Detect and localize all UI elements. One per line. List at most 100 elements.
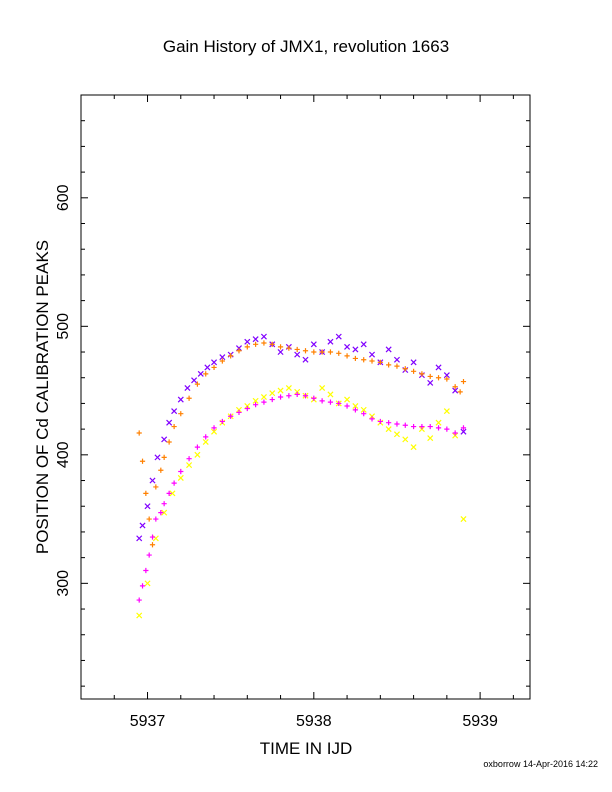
data-point xyxy=(158,510,164,516)
data-point xyxy=(444,376,450,382)
data-point xyxy=(244,338,251,345)
data-point xyxy=(154,454,161,461)
data-point xyxy=(277,344,284,350)
data-point xyxy=(149,477,156,484)
data-point xyxy=(149,534,156,540)
data-point xyxy=(211,425,217,431)
data-point xyxy=(344,353,350,359)
data-point xyxy=(452,384,458,390)
data-point xyxy=(252,336,259,343)
data-point xyxy=(146,552,152,558)
data-point xyxy=(419,371,425,377)
data-point xyxy=(161,501,167,507)
y-tick-label: 600 xyxy=(55,184,72,211)
data-point xyxy=(319,384,326,392)
data-point xyxy=(260,333,267,340)
data-point xyxy=(352,346,359,353)
data-point xyxy=(361,357,367,363)
x-tick-label: 5937 xyxy=(130,713,166,730)
data-point xyxy=(377,418,383,425)
data-point xyxy=(186,462,193,469)
plot-frame xyxy=(80,94,531,700)
data-point xyxy=(146,516,152,522)
data-point xyxy=(261,340,267,346)
data-point xyxy=(186,456,192,462)
data-point xyxy=(169,490,176,497)
data-point xyxy=(184,384,191,392)
data-point xyxy=(177,474,184,481)
data-point xyxy=(143,567,149,574)
data-point xyxy=(369,416,375,422)
data-point xyxy=(153,484,159,490)
data-point xyxy=(294,346,300,353)
data-point xyxy=(171,408,178,415)
data-point xyxy=(402,422,408,428)
data-point xyxy=(252,397,259,404)
data-point xyxy=(402,436,409,443)
data-point xyxy=(443,408,450,415)
data-point xyxy=(228,413,234,419)
data-point xyxy=(393,431,400,438)
data-point xyxy=(186,395,192,401)
data-point xyxy=(197,370,204,377)
data-point xyxy=(203,434,209,440)
data-point xyxy=(244,344,250,350)
data-point xyxy=(336,350,342,356)
data-point xyxy=(377,359,383,365)
data-point xyxy=(236,348,242,354)
data-point xyxy=(452,430,458,436)
data-point xyxy=(410,423,417,430)
data-point xyxy=(171,423,177,430)
y-tick-label: 500 xyxy=(55,313,72,340)
data-point xyxy=(161,454,167,460)
data-point xyxy=(344,343,351,350)
data-point xyxy=(269,341,275,347)
data-point xyxy=(286,393,292,399)
data-point xyxy=(352,355,358,362)
data-point xyxy=(166,419,173,426)
data-point xyxy=(277,348,284,356)
data-point xyxy=(194,451,201,458)
data-point xyxy=(319,398,325,404)
y-tick-label: 300 xyxy=(55,570,72,597)
data-point xyxy=(335,333,342,340)
data-point xyxy=(385,346,392,353)
data-point xyxy=(136,535,143,542)
data-point xyxy=(211,364,217,371)
y-tick-label: 400 xyxy=(55,441,72,468)
data-point xyxy=(204,364,211,371)
data-point xyxy=(385,426,392,433)
data-point xyxy=(394,363,400,369)
data-point xyxy=(327,349,334,355)
data-point xyxy=(319,349,325,355)
data-point xyxy=(277,394,284,400)
data-point xyxy=(369,358,375,364)
data-point xyxy=(386,420,392,426)
data-point xyxy=(352,407,358,413)
data-point xyxy=(368,351,376,358)
data-point xyxy=(311,349,317,355)
data-point xyxy=(171,480,177,486)
data-point xyxy=(136,612,143,619)
data-point xyxy=(302,393,309,399)
data-point xyxy=(219,354,226,361)
footer-stamp: oxborrow 14-Apr-2016 14:22 xyxy=(483,759,598,769)
y-axis-label: POSITION OF Cd CALIBRATION PEAKS xyxy=(33,240,52,554)
data-point xyxy=(302,348,309,354)
data-point xyxy=(327,399,334,405)
data-point xyxy=(327,391,334,398)
data-point xyxy=(139,522,146,529)
data-point xyxy=(253,402,259,408)
data-point xyxy=(394,421,400,427)
data-point xyxy=(443,372,450,379)
data-point xyxy=(253,341,259,347)
data-point xyxy=(219,418,225,425)
x-tick-label: 5938 xyxy=(296,713,332,730)
data-point xyxy=(457,389,463,395)
data-point xyxy=(143,490,149,496)
data-point xyxy=(161,436,168,443)
data-point xyxy=(435,419,442,426)
data-point xyxy=(191,377,198,384)
data-point xyxy=(244,405,250,412)
